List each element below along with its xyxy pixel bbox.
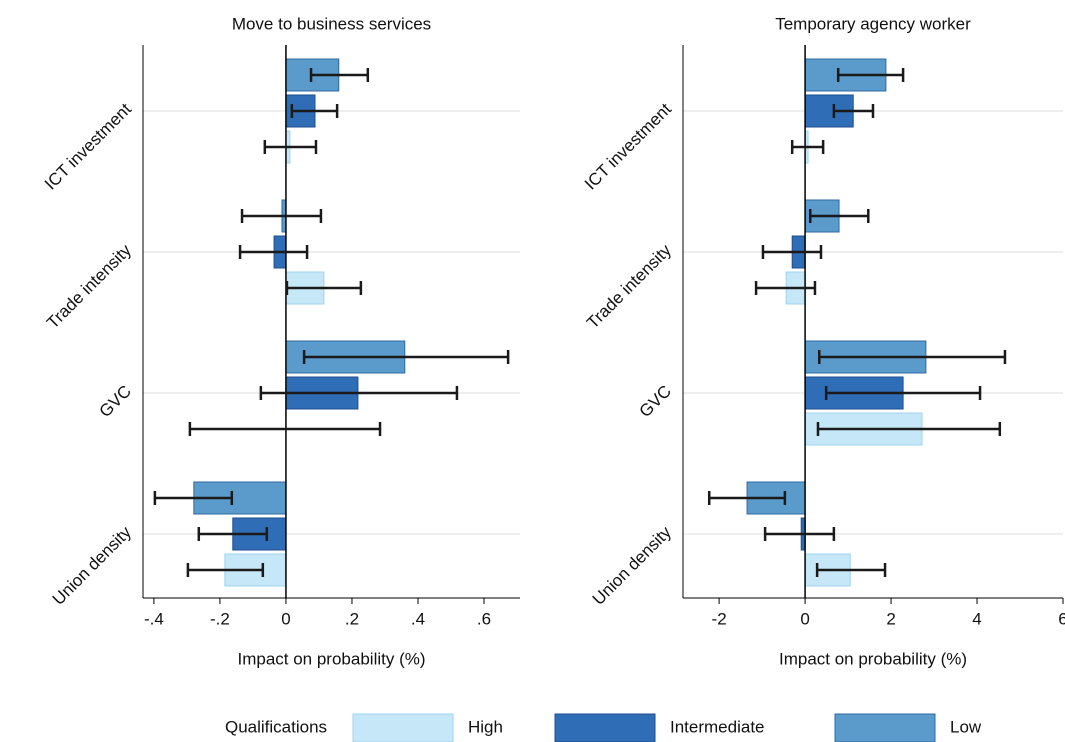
x-tick-label: .6	[477, 609, 491, 628]
x-tick-label: 6	[1058, 609, 1065, 628]
category-label: Union density	[589, 522, 676, 609]
error-bar	[754, 281, 817, 295]
x-tick-label: 0	[800, 609, 809, 628]
x-tick-label: .2	[345, 609, 359, 628]
category-label: ICT investment	[41, 99, 135, 193]
error-bar	[263, 140, 318, 154]
category-label: GVC	[96, 382, 135, 421]
category-label: GVC	[636, 382, 675, 421]
x-tick-label: -2	[712, 609, 727, 628]
error-bar	[818, 350, 1007, 364]
error-bar	[290, 104, 339, 118]
error-bar	[240, 209, 323, 223]
category-label: Trade intensity	[43, 240, 135, 332]
x-tick-label: -.4	[144, 609, 164, 628]
error-bar	[832, 104, 875, 118]
legend-swatch	[834, 713, 936, 742]
error-bar	[186, 563, 265, 577]
error-bar	[836, 68, 905, 82]
error-bar	[816, 422, 1002, 436]
error-bar	[309, 68, 370, 82]
error-bar	[824, 386, 982, 400]
legend-swatch	[554, 713, 656, 742]
category-label: Trade intensity	[583, 240, 675, 332]
panel-title: Temporary agency worker	[775, 14, 971, 33]
error-bar	[285, 281, 363, 295]
legend-title: Qualifications	[225, 717, 327, 736]
error-bar	[761, 245, 823, 259]
error-bar	[790, 140, 825, 154]
error-bar	[707, 491, 787, 505]
legend-label: Low	[950, 717, 982, 736]
x-tick-label: -.2	[210, 609, 230, 628]
x-tick-label: .4	[411, 609, 425, 628]
error-bar	[188, 422, 382, 436]
error-bar	[763, 527, 836, 541]
category-label: ICT investment	[581, 99, 675, 193]
legend-label: High	[468, 717, 503, 736]
x-tick-label: 2	[886, 609, 895, 628]
x-tick-label: 4	[972, 609, 981, 628]
error-bar	[815, 563, 887, 577]
error-bar	[238, 245, 309, 259]
error-bar	[259, 386, 459, 400]
category-label: Union density	[49, 522, 136, 609]
error-bar	[153, 491, 234, 505]
x-tick-label: 0	[281, 609, 290, 628]
error-bar	[808, 209, 870, 223]
legend-label: Intermediate	[670, 717, 765, 736]
x-axis-title: Impact on probability (%)	[237, 649, 425, 668]
panel-title: Move to business services	[232, 14, 431, 33]
error-bar	[302, 350, 510, 364]
error-bar	[197, 527, 269, 541]
legend-swatch	[352, 713, 454, 742]
x-axis-title: Impact on probability (%)	[779, 649, 967, 668]
